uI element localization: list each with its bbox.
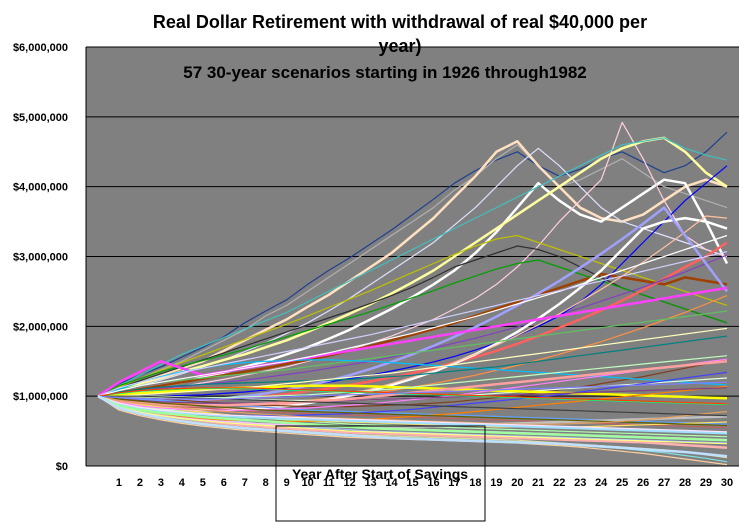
series-line: [97, 395, 728, 445]
series-line: [97, 387, 728, 404]
series-line: [97, 381, 728, 400]
x-tick-label: 17: [448, 477, 460, 489]
series-line: [97, 395, 728, 435]
x-tick-label: 3: [158, 477, 164, 489]
x-tick-label: 8: [263, 477, 269, 489]
x-tick-label: 14: [385, 477, 398, 489]
x-tick-label: 19: [490, 477, 502, 489]
x-tick-label: 6: [221, 477, 227, 489]
x-tick-label: 12: [343, 477, 355, 489]
x-axis-tick-labels: 1 2 3 4 5 6 7 8 9 10 11 12 13 14 15 16 17 18 19 20 21 22 23 24 2…: [116, 477, 733, 489]
series-line: [97, 395, 728, 433]
x-axis-title: Year After Start of Savings: [292, 466, 468, 482]
series-line: [97, 387, 728, 406]
x-tick-label: 27: [658, 477, 670, 489]
x-tick-label: 15: [406, 477, 418, 489]
series-line: [97, 335, 728, 397]
series-line: [97, 395, 728, 425]
x-tick-label: 21: [532, 477, 544, 489]
x-tick-label: 5: [200, 477, 206, 489]
x-tick-label: 1: [116, 477, 122, 489]
x-tick-label: 10: [302, 477, 314, 489]
x-tick-label: 30: [721, 477, 733, 489]
series-line: [97, 121, 728, 397]
series-line: [97, 395, 728, 429]
series-line: [97, 272, 728, 398]
x-tick-label: 9: [284, 477, 290, 489]
y-tick-label: $3,000,000: [13, 252, 68, 264]
chart-subtitle: 57 30-year scenarios starting in 1926 th…: [183, 63, 586, 82]
x-tick-label: 11: [323, 477, 335, 489]
series-line: [97, 144, 728, 397]
series-line: [97, 137, 728, 397]
x-tick-label: 23: [574, 477, 586, 489]
x-tick-label: 24: [595, 477, 608, 489]
series-line: [97, 387, 728, 405]
series-line: [97, 136, 728, 398]
x-tick-label: 25: [616, 477, 628, 489]
series-line: [97, 131, 728, 397]
series-line: [98, 359, 728, 408]
x-tick-label: 22: [553, 477, 565, 489]
x-tick-label: 4: [179, 477, 186, 489]
x-tick-label: 20: [511, 477, 523, 489]
series-line: [98, 165, 728, 397]
x-tick-label: 16: [427, 477, 439, 489]
y-tick-label: $2,000,000: [13, 321, 68, 333]
series-line: [97, 384, 728, 400]
series-line: [98, 395, 728, 417]
y-axis-tick-labels: $0 $1,000,000 $2,000,000 $3,000,000 $4,000,0…: [13, 42, 68, 473]
y-tick-label: $0: [56, 461, 68, 473]
series-line: [97, 395, 728, 428]
series-line: [97, 234, 728, 397]
series-line: [98, 327, 728, 397]
x-tick-label: 2: [137, 477, 143, 489]
y-tick-label: $6,000,000: [13, 42, 68, 54]
series-line: [97, 259, 728, 397]
x-tick-label: 29: [700, 477, 712, 489]
y-tick-label: $1,000,000: [13, 391, 68, 403]
series-line: [97, 385, 728, 422]
series-line: [97, 206, 728, 402]
chart-title-line-1: Real Dollar Retirement with withdrawal o…: [153, 12, 647, 32]
chart-title-line-2: year): [378, 36, 421, 56]
series-line: [97, 310, 728, 397]
x-tick-label: 18: [469, 477, 481, 489]
x-tick-label: 26: [637, 477, 649, 489]
y-tick-label: $4,000,000: [13, 182, 68, 194]
series-line: [97, 395, 728, 458]
series-layer: [97, 121, 729, 466]
series-line: [97, 178, 729, 398]
series-line: [97, 395, 728, 427]
x-axis-title-box: [275, 425, 486, 522]
y-tick-label: $5,000,000: [13, 112, 68, 124]
x-tick-label: 13: [364, 477, 376, 489]
x-tick-label: 7: [242, 477, 248, 489]
series-line: [98, 355, 728, 399]
series-line: [97, 395, 728, 442]
x-tick-label: 28: [679, 477, 691, 489]
series-line: [97, 251, 728, 397]
